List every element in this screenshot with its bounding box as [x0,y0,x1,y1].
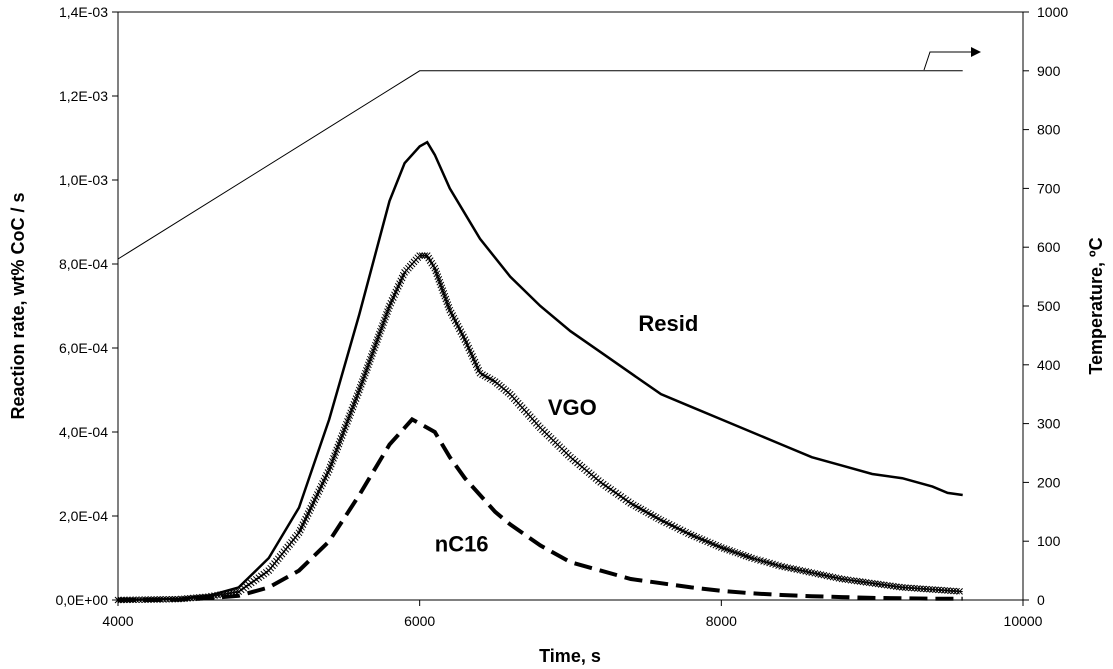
series-marker [908,584,915,592]
series-marker [421,252,429,259]
y-tick-label: 1,2E-03 [59,88,108,104]
series-marker [929,586,936,593]
series-group [114,70,963,604]
series-marker [902,584,909,591]
y2-tick-label: 900 [1037,63,1061,79]
y2-tick-label: 1000 [1037,4,1068,20]
series-line-nc16 [117,416,963,602]
y2-tick-label: 100 [1037,533,1061,549]
series-marker [950,587,957,595]
y-tick-label: 1,4E-03 [59,4,108,20]
y2-tick-label: 600 [1037,239,1061,255]
series-marker [932,586,939,594]
series-marker [953,587,960,595]
series-marker [135,596,143,604]
y-tick-label: 4,0E-04 [59,424,108,440]
right-axis-arrow-icon [923,47,981,71]
y2-tick-label: 400 [1037,357,1061,373]
y-tick-label: 0,0E+00 [55,592,108,608]
x-tick-label: 4000 [102,613,133,629]
series-marker [905,584,912,592]
y2-tick-label: 0 [1037,592,1045,608]
x-ticks: 4000 6000 8000 10000 [102,600,1043,629]
plot-area [117,11,1024,601]
y2-tick-label: 500 [1037,298,1061,314]
series-marker [956,588,963,595]
series-marker [914,585,921,592]
series-marker [923,585,930,593]
series-marker [941,586,948,594]
series-line-resid [117,140,963,602]
series-marker [920,585,927,593]
y-ticks: 0,0E+00 2,0E-04 4,0E-04 6,0E-04 8,0E-04 1,0E-… [55,4,118,608]
y2-tick-label: 200 [1037,474,1061,490]
series-marker [162,595,170,603]
series-label-vgo: VGO [548,395,597,420]
y-tick-label: 6,0E-04 [59,340,108,356]
series-marker [416,252,424,259]
y2-tick-label: 800 [1037,122,1061,138]
series-marker [926,585,933,593]
y2-tick-label: 300 [1037,416,1061,432]
annotations: Resid VGO nC16 [435,311,699,557]
x-tick-label: 10000 [1004,613,1043,629]
series-marker [947,587,954,595]
y2-axis-title: Temperature, ºC [1086,237,1106,374]
y-tick-label: 2,0E-04 [59,508,108,524]
series-marker [935,586,942,594]
x-axis-title: Time, s [539,646,601,666]
series-label-nc16: nC16 [435,532,489,557]
series-line-temperature [117,70,963,260]
x-tick-label: 6000 [404,613,435,629]
y2-ticks: 0 100 200 300 400 500 600 700 800 900 1000 [1023,4,1068,608]
y-tick-label: 8,0E-04 [59,256,108,272]
y2-tick-label: 700 [1037,180,1061,196]
y-tick-label: 1,0E-03 [59,172,108,188]
y-axis-title: Reaction rate, wt% CoC / s [8,192,28,419]
series-marker [418,252,426,259]
x-tick-label: 8000 [706,613,737,629]
series-label-resid: Resid [638,311,698,336]
series-markers-vgo [114,252,963,604]
